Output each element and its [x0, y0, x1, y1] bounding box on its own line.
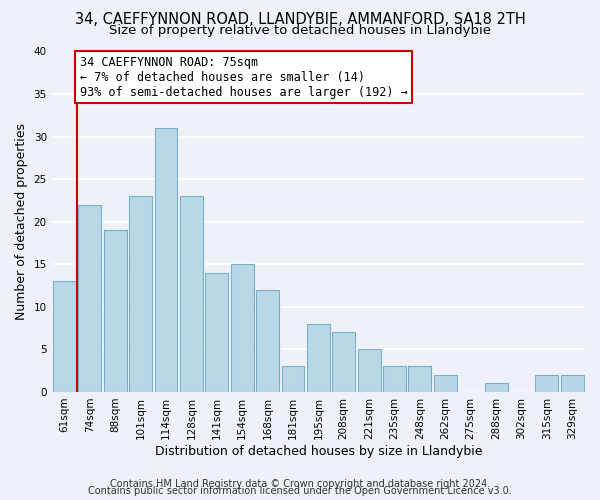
- Bar: [205, 273, 228, 392]
- Bar: [281, 366, 304, 392]
- Bar: [256, 290, 279, 392]
- Bar: [409, 366, 431, 392]
- Text: Contains public sector information licensed under the Open Government Licence v3: Contains public sector information licen…: [88, 486, 512, 496]
- Bar: [358, 350, 380, 392]
- Bar: [180, 196, 203, 392]
- Text: Contains HM Land Registry data © Crown copyright and database right 2024.: Contains HM Land Registry data © Crown c…: [110, 479, 490, 489]
- Text: 34, CAEFFYNNON ROAD, LLANDYBIE, AMMANFORD, SA18 2TH: 34, CAEFFYNNON ROAD, LLANDYBIE, AMMANFOR…: [74, 12, 526, 28]
- Bar: [155, 128, 178, 392]
- Bar: [535, 375, 559, 392]
- Bar: [53, 282, 76, 392]
- Bar: [307, 324, 330, 392]
- X-axis label: Distribution of detached houses by size in Llandybie: Distribution of detached houses by size …: [155, 444, 482, 458]
- Bar: [561, 375, 584, 392]
- Bar: [129, 196, 152, 392]
- Bar: [434, 375, 457, 392]
- Bar: [332, 332, 355, 392]
- Bar: [79, 204, 101, 392]
- Text: Size of property relative to detached houses in Llandybie: Size of property relative to detached ho…: [109, 24, 491, 37]
- Bar: [104, 230, 127, 392]
- Text: 34 CAEFFYNNON ROAD: 75sqm
← 7% of detached houses are smaller (14)
93% of semi-d: 34 CAEFFYNNON ROAD: 75sqm ← 7% of detach…: [80, 56, 407, 99]
- Bar: [485, 384, 508, 392]
- Bar: [231, 264, 254, 392]
- Y-axis label: Number of detached properties: Number of detached properties: [15, 123, 28, 320]
- Bar: [383, 366, 406, 392]
